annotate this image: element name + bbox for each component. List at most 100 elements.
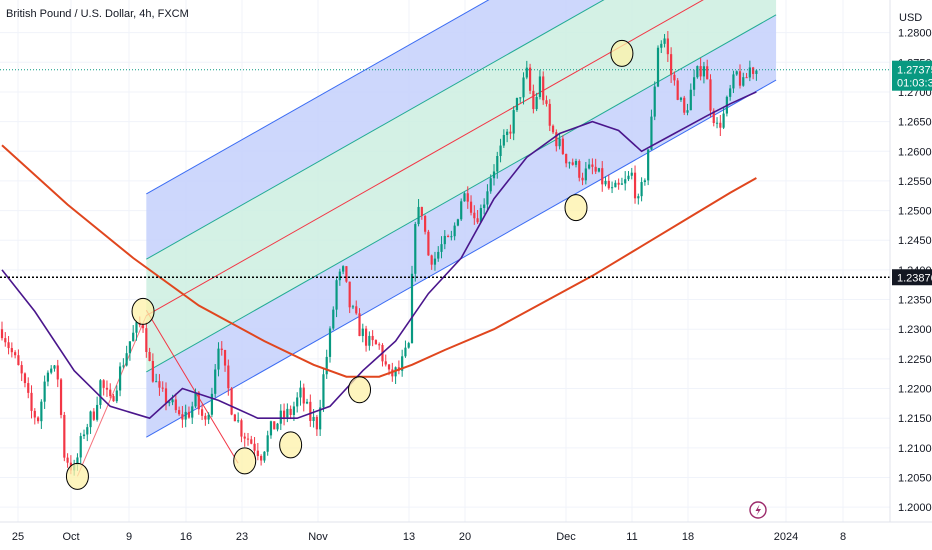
candle-body: [220, 348, 223, 350]
candle-body: [89, 411, 92, 428]
candle-body: [404, 347, 407, 357]
candle-body: [99, 380, 102, 405]
circled-points: [65, 39, 634, 490]
candle-body: [440, 244, 443, 252]
connector-segment: [145, 309, 239, 464]
candle-body: [466, 193, 469, 202]
candle-body: [319, 407, 322, 430]
candle-body: [502, 134, 505, 146]
candle-body: [443, 235, 446, 245]
candle-body: [633, 172, 637, 199]
candle-body: [338, 271, 341, 281]
regression-channel[interactable]: [146, 0, 777, 438]
candle-body: [204, 415, 207, 420]
candle-body: [394, 367, 397, 377]
candle-body: [223, 349, 227, 366]
candle-body: [76, 457, 79, 466]
candle-body: [187, 411, 191, 418]
candle-body: [561, 138, 564, 154]
candle-body: [450, 236, 453, 238]
candle-body: [322, 374, 325, 408]
candle-body: [243, 436, 246, 439]
candle-body: [522, 77, 525, 98]
candle-body: [299, 387, 302, 398]
candle-body: [578, 161, 581, 178]
candle-body: [237, 420, 240, 422]
candle-body: [538, 76, 542, 97]
candle-body: [712, 110, 715, 124]
candle-body: [263, 451, 266, 461]
price-tick-label: 1.26500: [898, 117, 932, 129]
candle-body: [141, 325, 145, 329]
candle-body: [433, 258, 437, 265]
candle-body: [36, 417, 40, 422]
time-tick-label: 16: [180, 531, 192, 543]
candle-body: [4, 338, 7, 343]
candle-body: [56, 365, 59, 380]
candle-body: [588, 164, 591, 169]
candle-body: [689, 89, 692, 111]
price-tick-label: 1.20000: [898, 502, 932, 514]
candle-body: [414, 224, 417, 274]
last-price-value: 1.27375: [897, 65, 932, 77]
candle-body: [125, 353, 128, 366]
candle-body: [571, 162, 574, 165]
candle-body: [105, 387, 109, 390]
candle-body: [155, 381, 158, 383]
candle-body: [292, 406, 296, 415]
candle-body: [525, 67, 528, 78]
highlight-circle: [233, 447, 257, 475]
moving-averages: [1, 91, 757, 420]
candle-body: [50, 368, 53, 373]
candle-body: [548, 103, 551, 126]
lightning-icon[interactable]: [749, 501, 767, 519]
candle-body: [305, 401, 309, 404]
candle-body: [273, 421, 276, 430]
candle-body: [368, 335, 371, 346]
bar-countdown: 01:03:31: [897, 78, 932, 90]
candle-body: [748, 67, 751, 78]
marked-level-value: 1.23876: [897, 272, 932, 284]
channel-lower-band: [146, 14, 777, 438]
candle-body: [256, 450, 259, 457]
candle-body: [755, 70, 758, 74]
candle-body: [670, 54, 673, 75]
price-tick-label: 1.28000: [898, 28, 932, 40]
candle-body: [132, 332, 135, 342]
candle-body: [282, 410, 286, 418]
highlight-circle: [279, 431, 303, 459]
candle-body: [151, 360, 154, 382]
time-axis-panel[interactable]: [0, 523, 890, 550]
candle-body: [312, 416, 315, 421]
candle-body: [115, 390, 118, 402]
candle-body: [161, 387, 164, 389]
candle-body: [506, 131, 509, 135]
marked-level-badge: [892, 269, 932, 286]
candle-body: [33, 410, 36, 418]
price-tick-label: 1.24500: [898, 235, 932, 247]
candle-body: [46, 372, 50, 382]
candle-body: [276, 423, 279, 430]
candle-body: [643, 180, 646, 183]
highlight-circle: [131, 297, 155, 325]
candle-body: [610, 187, 614, 189]
candle-body: [135, 322, 138, 333]
candle-body: [601, 168, 604, 185]
candle-body: [555, 132, 558, 147]
channel-top-edge: [146, 0, 490, 195]
candle-body: [102, 380, 105, 388]
candle-body: [407, 343, 410, 348]
candle-body: [535, 96, 538, 110]
candle-body: [509, 131, 512, 134]
candle-body: [109, 389, 112, 397]
candle-body: [532, 90, 535, 110]
candle-body: [197, 392, 200, 410]
candle-body: [342, 266, 345, 272]
candle-body: [86, 427, 89, 435]
candle-body: [217, 348, 220, 370]
candle-body: [14, 352, 17, 356]
candle-body: [574, 161, 578, 165]
sma-short-line: [1, 91, 757, 420]
candle-body: [269, 421, 273, 436]
